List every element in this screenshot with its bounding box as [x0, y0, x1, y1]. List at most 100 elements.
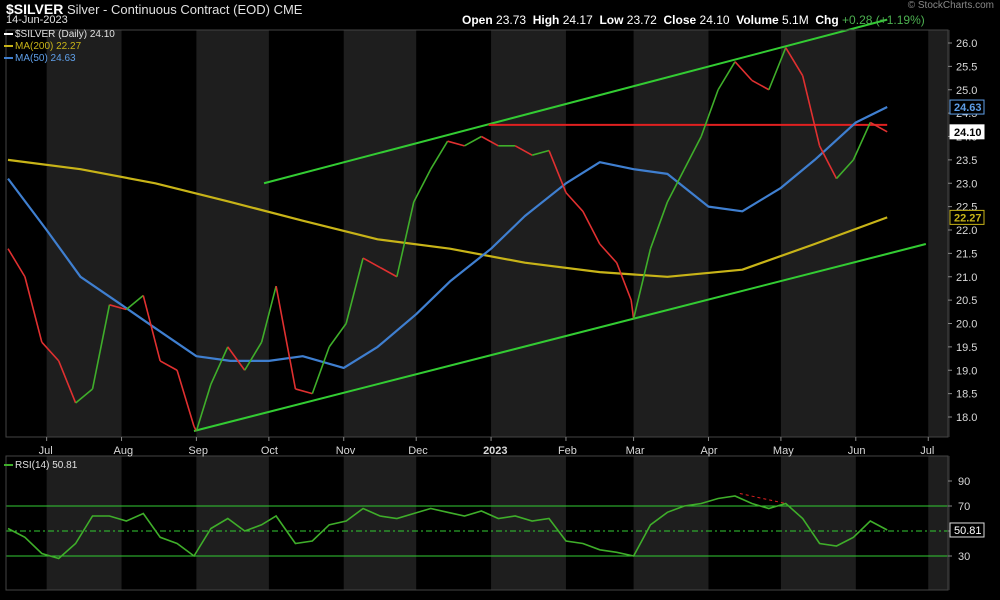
y-tick-label: 21.0: [956, 272, 977, 284]
upper-channel-line: [263, 18, 888, 185]
month-band: [46, 456, 122, 590]
ma200-price-label-box: [949, 209, 985, 225]
price-segment: [7, 248, 26, 278]
price-segment: [379, 266, 398, 278]
price-segment: [785, 47, 804, 77]
price-segment: [852, 122, 872, 161]
price-segment: [751, 79, 770, 91]
legend-ma50-label: MA(50) 24.63: [15, 53, 76, 64]
price-segment: [531, 149, 550, 156]
rsi-y-tick-label: 70: [958, 501, 970, 513]
ma50-price-label: 24.63: [954, 102, 982, 114]
high-value: 24.17: [562, 13, 593, 27]
chart-date: 14-Jun-2023: [6, 14, 68, 26]
price-segment: [734, 61, 753, 81]
rsi-value-box: [949, 522, 985, 538]
month-band: [928, 30, 950, 437]
y-tick-label: 21.5: [956, 248, 977, 260]
y-tick-label: 25.0: [956, 85, 977, 97]
price-segment: [818, 145, 838, 179]
x-tick-label: Jul: [39, 445, 53, 457]
volume-value: 5.1M: [782, 13, 809, 27]
price-segment: [801, 75, 821, 147]
price-segment: [227, 346, 246, 371]
rsi-line: [7, 495, 888, 560]
price-segment: [683, 136, 702, 170]
price-segment: [328, 323, 347, 348]
legend-price-swatch: [4, 33, 13, 36]
rsi-y-tick-label: 90: [958, 476, 970, 488]
open-value: 23.73: [496, 13, 527, 27]
x-tick-label: Sep: [188, 445, 208, 457]
price-segment: [75, 388, 94, 404]
legend-ma200: MA(200) 22.27: [4, 41, 81, 52]
y-tick-label: 20.0: [956, 319, 977, 331]
ma200-line: [7, 158, 888, 278]
y-tick-label: 18.0: [956, 412, 977, 424]
price-segment: [869, 121, 888, 133]
month-band: [196, 30, 269, 437]
symbol-description: Silver - Continuous Contract (EOD): [66, 2, 270, 17]
x-tick-label: Nov: [336, 445, 356, 457]
legend-price-label: $SILVER (Daily) 24.10: [15, 29, 115, 40]
legend-ma200-label: MA(200) 22.27: [15, 41, 82, 52]
x-tick-label: Jun: [848, 445, 866, 457]
month-band: [633, 456, 709, 590]
exchange-label: CME: [273, 2, 303, 17]
ohlc-readout: Open 23.73 High 24.17 Low 23.72 Close 24…: [462, 13, 925, 27]
trend-lines: [193, 18, 927, 504]
month-band: [633, 30, 709, 437]
price-segment: [565, 192, 584, 212]
price-segment: [447, 140, 465, 147]
y-tick-label: 25.5: [956, 61, 977, 73]
x-tick-label: Aug: [114, 445, 134, 457]
y-tick-label: 18.5: [956, 389, 977, 401]
x-tick-label: May: [773, 445, 794, 457]
price-segment: [649, 201, 669, 249]
price-segment: [464, 135, 482, 147]
price-segment: [666, 168, 686, 203]
close-label: Close: [663, 13, 697, 27]
legend-rsi: RSI(14) 50.81: [4, 460, 77, 471]
price-segment: [210, 346, 229, 385]
low-label: Low: [599, 13, 624, 27]
close-price-label: 24.10: [954, 127, 982, 139]
ma200-price-label: 22.27: [954, 212, 982, 224]
ma50-price-label-box: [949, 99, 985, 115]
chg-label: Chg: [815, 13, 839, 27]
legend-ma200-swatch: [4, 45, 13, 48]
chg-value: +0.28 (+1.19%): [842, 13, 925, 27]
price-segment: [295, 388, 313, 395]
y-tick-label: 19.0: [956, 365, 977, 377]
month-band: [46, 30, 122, 437]
legend-ma50: MA(50) 24.63: [4, 53, 76, 64]
legend-rsi-label: RSI(14) 50.81: [15, 460, 78, 471]
price-segment: [835, 159, 854, 180]
price-segment: [599, 243, 618, 264]
price-segment: [311, 346, 330, 394]
x-tick-label: Apr: [700, 445, 717, 457]
watermark: © StockCharts.com: [907, 0, 994, 11]
y-tick-label: 20.5: [956, 295, 977, 307]
rsi-y-tick-label: 30: [958, 551, 970, 563]
legend-price: $SILVER (Daily) 24.10: [4, 29, 115, 40]
price-segment: [260, 285, 277, 343]
symbol-label: $SILVER: [6, 1, 64, 17]
price-segment: [514, 145, 533, 156]
price-segment: [430, 140, 449, 170]
price-segment: [125, 294, 144, 311]
price-series: [7, 47, 888, 560]
high-label: High: [532, 13, 560, 27]
legend-rsi-swatch: [4, 464, 13, 467]
price-segment: [362, 257, 381, 269]
price-segment: [481, 135, 499, 147]
close-value: 24.10: [699, 13, 730, 27]
grid-lines: [6, 505, 948, 557]
price-segment: [176, 370, 195, 427]
price-segment: [396, 201, 415, 277]
open-label: Open: [462, 13, 493, 27]
price-segment: [159, 360, 178, 371]
month-band: [491, 456, 566, 590]
x-tick-label: Jul: [920, 445, 934, 457]
y-tick-label: 22.0: [956, 225, 977, 237]
